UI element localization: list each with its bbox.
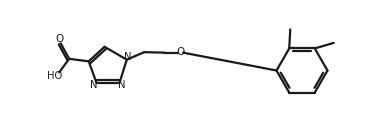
Text: N: N: [118, 80, 125, 90]
Text: HO: HO: [46, 71, 62, 81]
Text: O: O: [55, 34, 64, 44]
Text: O: O: [177, 47, 185, 57]
Text: N: N: [124, 52, 131, 62]
Text: N: N: [90, 80, 98, 90]
